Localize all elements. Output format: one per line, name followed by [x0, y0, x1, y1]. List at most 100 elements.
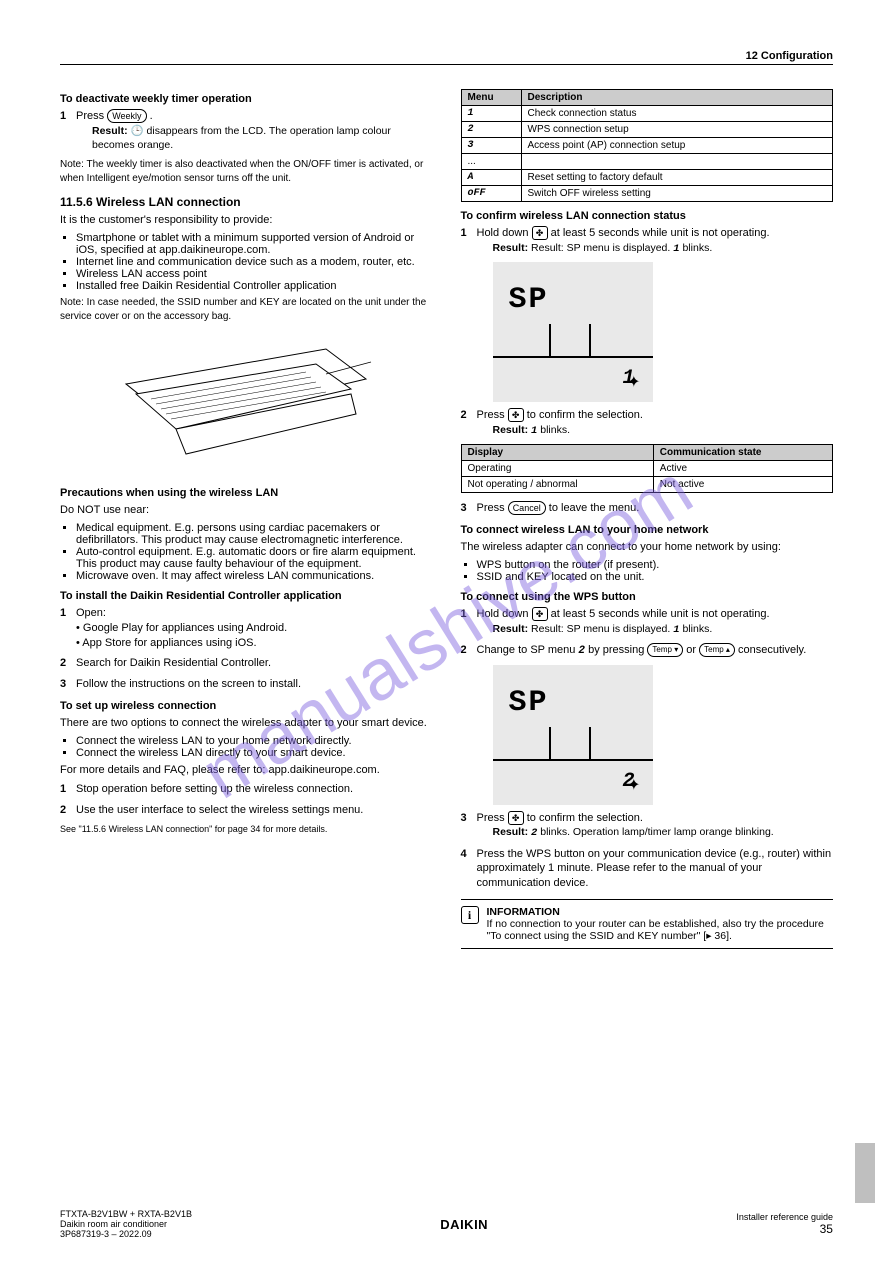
list-item: Medical equipment. E.g. persons using ca… [76, 522, 433, 546]
label: Result: [493, 623, 532, 635]
list-item: WPS button on the router (if present). [477, 559, 834, 571]
info-label: INFORMATION [487, 906, 560, 918]
wireless-list: Smartphone or tablet with a minimum supp… [76, 232, 433, 292]
cell: ... [461, 154, 521, 170]
col-header: Description [521, 90, 833, 106]
text: to confirm the selection. [527, 812, 643, 824]
text: Press [477, 409, 508, 421]
digit: 1 [531, 425, 537, 437]
left-column: To deactivate weekly timer operation Pre… [60, 85, 433, 949]
cell: Operating [461, 461, 653, 477]
precautions-list: Medical equipment. E.g. persons using ca… [76, 522, 433, 582]
step: Follow the instructions on the screen to… [60, 677, 433, 692]
unit-illustration [116, 329, 376, 479]
table-header-row: Menu Description [461, 90, 833, 106]
text: to confirm the selection. [527, 409, 643, 421]
page: 12 Configuration To deactivate weekly ti… [60, 50, 833, 1213]
install-heading: To install the Daikin Residential Contro… [60, 590, 433, 602]
setup-p2: For more details and FAQ, please refer t… [60, 763, 433, 778]
home-heading: To connect wireless LAN to your home net… [461, 524, 834, 536]
menu-table: Menu Description 1Check connection statu… [461, 89, 834, 202]
precautions-heading: Precautions when using the wireless LAN [60, 487, 433, 499]
cell: Reset setting to factory default [521, 170, 833, 186]
section-header: 12 Configuration [60, 50, 833, 62]
temp-up-icon: Temp ▴ [699, 643, 735, 657]
setup-steps: Stop operation before setting up the wir… [60, 782, 433, 818]
footer: FTXTA-B2V1BW + RXTA-B2V1B Daikin room ai… [60, 1209, 833, 1239]
cell: Switch OFF wireless setting [521, 186, 833, 202]
swing-button-icon: ✤ [532, 226, 548, 240]
cell [521, 154, 833, 170]
lcd-line [589, 727, 591, 759]
step: Press ✤ to confirm the selection. Result… [461, 408, 834, 438]
lcd-digit: 1 [622, 365, 634, 392]
lcd-digit: 2 [622, 768, 634, 795]
deactivate-heading: To deactivate weekly timer operation [60, 93, 433, 105]
step: Open: • Google Play for appliances using… [60, 606, 433, 651]
cell: Access point (AP) connection setup [521, 138, 833, 154]
step: Change to SP menu 2 by pressing Temp ▾ o… [461, 643, 834, 805]
setup-list: Connect the wireless LAN to your home ne… [76, 735, 433, 759]
page-number: 35 [736, 1222, 833, 1236]
product-name: Daikin room air conditioner [60, 1219, 192, 1229]
result: Result: 1 blinks. [493, 423, 834, 438]
result: Result: Result: SP menu is displayed. 1 … [493, 241, 834, 256]
text: Change to SP menu [477, 644, 579, 656]
right-column: Menu Description 1 Check connection statu… [461, 85, 834, 949]
col-header: Display [461, 445, 653, 461]
lcd-line [549, 324, 551, 356]
table-row: oFFSwitch OFF wireless setting [461, 186, 833, 202]
wireless-intro: It is the customer's responsibility to p… [60, 213, 433, 228]
text: blinks. [540, 424, 570, 436]
col-header: Communication state [653, 445, 832, 461]
label: Result: [493, 242, 532, 254]
home-list: WPS button on the router (if present). S… [477, 559, 834, 583]
cancel-button-icon: Cancel [508, 501, 546, 515]
model-code: FTXTA-B2V1BW + RXTA-B2V1B [60, 1209, 192, 1219]
state-table: Display Communication state OperatingAct… [461, 444, 834, 493]
cell: Not active [653, 477, 832, 493]
wps-heading: To connect using the WPS button [461, 591, 834, 603]
table-row: AReset setting to factory default [461, 170, 833, 186]
label: Result: [493, 424, 532, 436]
table-header-row: Display Communication state [461, 445, 833, 461]
lcd-display: SP ✦ 2 [493, 665, 653, 805]
list-item: Microwave oven. It may affect wireless L… [76, 570, 433, 582]
text: Press [477, 502, 508, 514]
swing-button-icon: ✤ [508, 408, 524, 422]
step: Search for Daikin Residential Controller… [60, 656, 433, 671]
lcd-line [589, 324, 591, 356]
clock-icon: 🕒 [131, 125, 144, 137]
sp-label: SP [509, 280, 549, 321]
guide-title: Installer reference guide [736, 1212, 833, 1222]
temp-down-icon: Temp ▾ [647, 643, 683, 657]
digit: 2 [578, 645, 585, 657]
step: Press Weekly . Result: 🕒 disappears from… [60, 109, 433, 152]
lcd-display: SP ✦ 1 [493, 262, 653, 402]
list-item: Connect the wireless LAN to your home ne… [76, 735, 433, 747]
table-row: 3Access point (AP) connection setup [461, 138, 833, 154]
label: Result: [493, 826, 532, 838]
setup-heading: To set up wireless connection [60, 700, 433, 712]
result: Result: Result: SP menu is displayed. 1 … [493, 622, 834, 637]
wps-steps: Hold down ✤ at least 5 seconds while uni… [461, 607, 834, 891]
text: Press [76, 110, 107, 122]
lcd-line [493, 356, 653, 358]
table-row: Not operating / abnormalNot active [461, 477, 833, 493]
step: Use the user interface to select the wir… [60, 803, 433, 818]
columns: To deactivate weekly timer operation Pre… [60, 85, 833, 949]
step: Stop operation before setting up the wir… [60, 782, 433, 797]
list-item: Auto-control equipment. E.g. automatic d… [76, 546, 433, 570]
text: blinks. Operation lamp/timer lamp orange… [540, 826, 773, 838]
step: Hold down ✤ at least 5 seconds while uni… [461, 607, 834, 637]
wireless-heading: 11.5.6 Wireless LAN connection [60, 195, 433, 209]
cell: A [461, 170, 521, 186]
step: Press Cancel to leave the menu. [461, 501, 834, 516]
confirm-heading: To confirm wireless LAN connection statu… [461, 210, 834, 222]
cell: Check connection status [521, 106, 833, 122]
digit: 2 [531, 827, 537, 839]
information-box: i INFORMATION If no connection to your r… [461, 899, 834, 949]
doc-code: 3P687319-3 – 2022.09 [60, 1229, 192, 1239]
label: Result: [92, 125, 131, 137]
text: or [686, 644, 699, 656]
